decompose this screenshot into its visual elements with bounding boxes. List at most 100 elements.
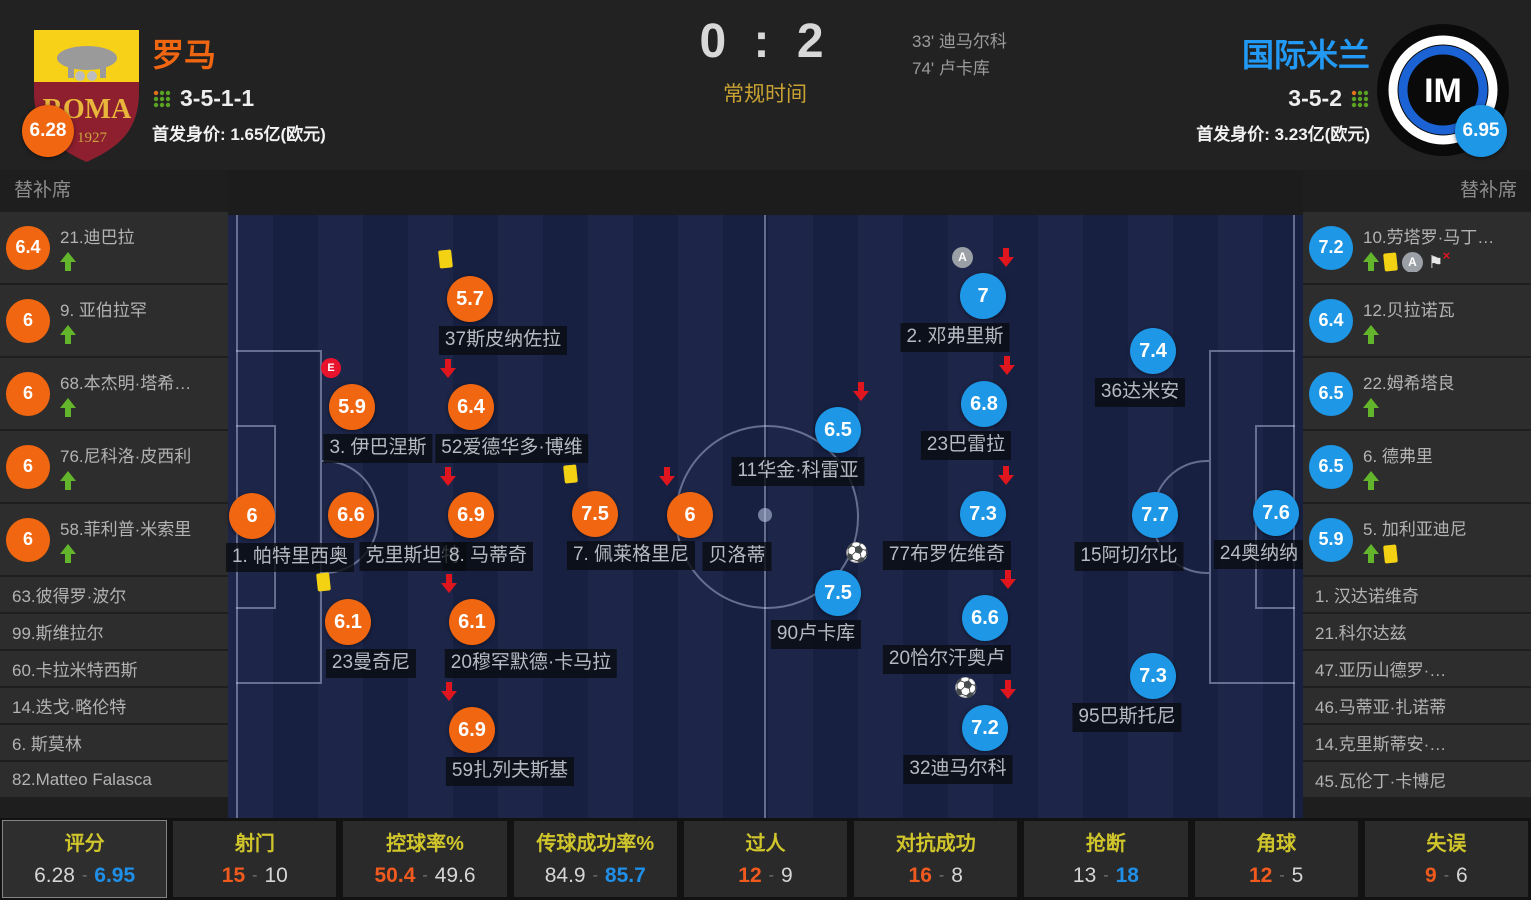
- home-team-name[interactable]: 罗马: [152, 37, 217, 73]
- pitch-player[interactable]: 7.4 36达米安: [1094, 328, 1186, 407]
- bench-player-row[interactable]: 47.亚历山德罗·…: [1303, 651, 1531, 686]
- pitch-player[interactable]: 5.9 E 3. 伊巴涅斯: [321, 358, 433, 463]
- home-formation-text: 3-5-1-1: [180, 85, 255, 112]
- stat-cell-dribbles[interactable]: 过人 12-9: [683, 821, 848, 897]
- bench-player-row[interactable]: 46.马蒂亚·扎诺蒂: [1303, 688, 1531, 723]
- bench-player-row[interactable]: 6 76.尼科洛·皮西利: [0, 431, 228, 502]
- player-name: 47.亚历山德罗·…: [1315, 661, 1447, 680]
- player-rating-badge: 6.9: [448, 492, 494, 538]
- player-name: 5. 加利亚迪尼: [1363, 520, 1467, 539]
- bench-player-row[interactable]: 99.斯维拉尔: [0, 614, 228, 649]
- match-status: 常规时间: [723, 83, 807, 106]
- pitch-player[interactable]: 7.6 24奥纳纳: [1213, 490, 1305, 569]
- player-name: 45.瓦伦丁·卡博尼: [1315, 772, 1447, 791]
- pitch-player[interactable]: 6 1. 帕特里西奥: [225, 493, 355, 572]
- pitch-player[interactable]: 7 A 2. 邓弗里斯: [900, 247, 1014, 352]
- pitch-player[interactable]: 6.9 59扎列夫斯基: [441, 682, 575, 786]
- pitch-player[interactable]: 6.6 克里斯坦特: [328, 492, 467, 571]
- player-rating-badge: 7: [960, 273, 1006, 319]
- player-rating-badge: 6.5: [1309, 444, 1353, 489]
- yellow-icon: [1383, 252, 1398, 272]
- svg-text:1927: 1927: [77, 130, 108, 146]
- yellow-icon: [1383, 544, 1398, 564]
- down-icon: [440, 466, 456, 486]
- bench-player-row[interactable]: 5.9 5. 加利亚迪尼: [1303, 504, 1531, 575]
- stat-home-value: 50.4: [374, 864, 416, 887]
- player-name: 90卢卡库: [770, 620, 862, 649]
- bench-player-row[interactable]: 6. 斯莫林: [0, 725, 228, 760]
- bench-player-row[interactable]: 6 58.菲利普·米索里: [0, 504, 228, 575]
- stat-home-value: 84.9: [544, 864, 586, 887]
- svg-text:IM: IM: [1424, 72, 1462, 110]
- player-name: 14.克里斯蒂安·…: [1315, 735, 1447, 754]
- stat-cell-duels-won[interactable]: 对抗成功 16-8: [854, 821, 1018, 897]
- stat-home-value: 16: [908, 864, 932, 887]
- down-icon: [441, 573, 457, 593]
- bench-player-row[interactable]: 21.科尔达兹: [1303, 614, 1531, 649]
- stat-label: 失误: [1426, 833, 1467, 855]
- bench-player-row[interactable]: 82.Matteo Falasca: [0, 762, 228, 797]
- away-lineup-value: 首发身价: 3.23亿(欧元): [1196, 125, 1370, 145]
- pitch-player[interactable]: 7.7 15阿切尔比: [1074, 492, 1184, 571]
- goal-events: 33' 迪马尔科 74' 卢卡库: [912, 28, 1007, 82]
- down-icon: [998, 465, 1014, 485]
- center-spot: [758, 508, 772, 522]
- stat-cell-rating[interactable]: 评分 6.28-6.95: [1, 820, 168, 898]
- bench-player-row[interactable]: 7.2 10.劳塔罗·马丁… A ⚑ ×: [1303, 212, 1531, 283]
- player-name: 15阿切尔比: [1074, 542, 1184, 571]
- bench-player-row[interactable]: 45.瓦伦丁·卡博尼: [1303, 762, 1531, 797]
- player-rating-badge: 6.9: [449, 707, 495, 753]
- pitch-player[interactable]: 7.3 77布罗佐维奇: [882, 466, 1014, 570]
- stat-home-value: 6.28: [34, 864, 75, 887]
- stat-cell-tackles[interactable]: 抢断 13-18: [1024, 821, 1188, 897]
- bench-player-row[interactable]: 6 68.本杰明·塔希…: [0, 358, 228, 429]
- home-bench: 替补席 6.4 21.迪巴拉 6 9. 亚伯拉罕 6 68.本杰明·塔希… 6 …: [0, 170, 228, 818]
- pitch-player[interactable]: 7.5 7. 佩莱格里尼: [563, 464, 696, 570]
- stat-cell-possession[interactable]: 控球率% 50.4-49.6: [343, 821, 507, 897]
- pitch-player[interactable]: 6.4 52爱德华多·博维: [435, 359, 589, 463]
- bench-title: 替补席: [1459, 180, 1517, 201]
- away-team-name[interactable]: 国际米兰: [1241, 37, 1370, 73]
- bench-player-row[interactable]: 1. 汉达诺维奇: [1303, 577, 1531, 612]
- player-rating-badge: 6: [6, 371, 50, 416]
- bench-player-row[interactable]: 63.彼得罗·波尔: [0, 577, 228, 612]
- player-name: 82.Matteo Falasca: [12, 769, 152, 789]
- error-icon: E: [321, 358, 341, 378]
- pitch-player[interactable]: 6.9 8. 马蒂奇: [440, 467, 534, 571]
- bench-player-row[interactable]: 6.4 21.迪巴拉: [0, 212, 228, 283]
- player-rating-badge: 6.5: [1309, 371, 1353, 416]
- player-name: 8. 马蒂奇: [442, 542, 534, 571]
- pitch-player[interactable]: 7.2 ⚽ 32迪马尔科: [903, 679, 1016, 784]
- down-icon: [853, 381, 869, 401]
- pitch-player[interactable]: 6.5 11华金·科雷亚: [731, 382, 869, 486]
- goal-icon: ⚽: [845, 543, 869, 564]
- stat-home-value: 12: [1248, 864, 1273, 887]
- stat-home-value: 13: [1072, 864, 1097, 887]
- pitch-player[interactable]: 6.8 23巴雷拉: [920, 356, 1015, 460]
- stat-cell-corners[interactable]: 角球 12-5: [1194, 821, 1358, 897]
- pitch-player[interactable]: 6 贝洛蒂: [659, 467, 772, 571]
- bench-player-row[interactable]: 60.卡拉米特西斯: [0, 651, 228, 686]
- player-rating-badge: 5.9: [1309, 517, 1353, 562]
- bench-player-row[interactable]: 6.4 12.贝拉诺瓦: [1303, 285, 1531, 356]
- player-rating-badge: 6.6: [328, 492, 374, 538]
- goal-icon: ⚽: [954, 678, 978, 699]
- stat-label: 过人: [745, 833, 786, 855]
- pitch-player[interactable]: 6.1 23曼奇尼: [316, 572, 417, 678]
- stat-cell-errors[interactable]: 失误 9-6: [1364, 821, 1528, 897]
- formation-icon: [153, 90, 171, 107]
- pitch-player[interactable]: 7.5 ⚽ 90卢卡库: [770, 544, 869, 649]
- player-rating-badge: 7.7: [1132, 492, 1178, 538]
- stat-cell-pass-accuracy[interactable]: 传球成功率% 84.9-85.7: [513, 821, 677, 897]
- bench-player-row[interactable]: 6.5 22.姆希塔良: [1303, 358, 1531, 429]
- bench-player-row[interactable]: 14.迭戈·略伦特: [0, 688, 228, 723]
- bench-player-row[interactable]: 6.5 6. 德弗里: [1303, 431, 1531, 502]
- yellow-icon: [438, 249, 453, 269]
- bench-player-row[interactable]: 14.克里斯蒂安·…: [1303, 725, 1531, 760]
- bench-player-row[interactable]: 6 9. 亚伯拉罕: [0, 285, 228, 356]
- stat-cell-shots[interactable]: 射门 15-10: [173, 821, 337, 897]
- pitch-player[interactable]: 5.7 37斯皮纳佐拉: [438, 249, 568, 355]
- pitch-player[interactable]: 6.1 20穆罕默德·卡马拉: [441, 574, 618, 678]
- pitch-player[interactable]: 7.3 95巴斯托尼: [1072, 653, 1182, 732]
- pitch-player[interactable]: 6.6 20恰尔汗奥卢: [882, 570, 1016, 674]
